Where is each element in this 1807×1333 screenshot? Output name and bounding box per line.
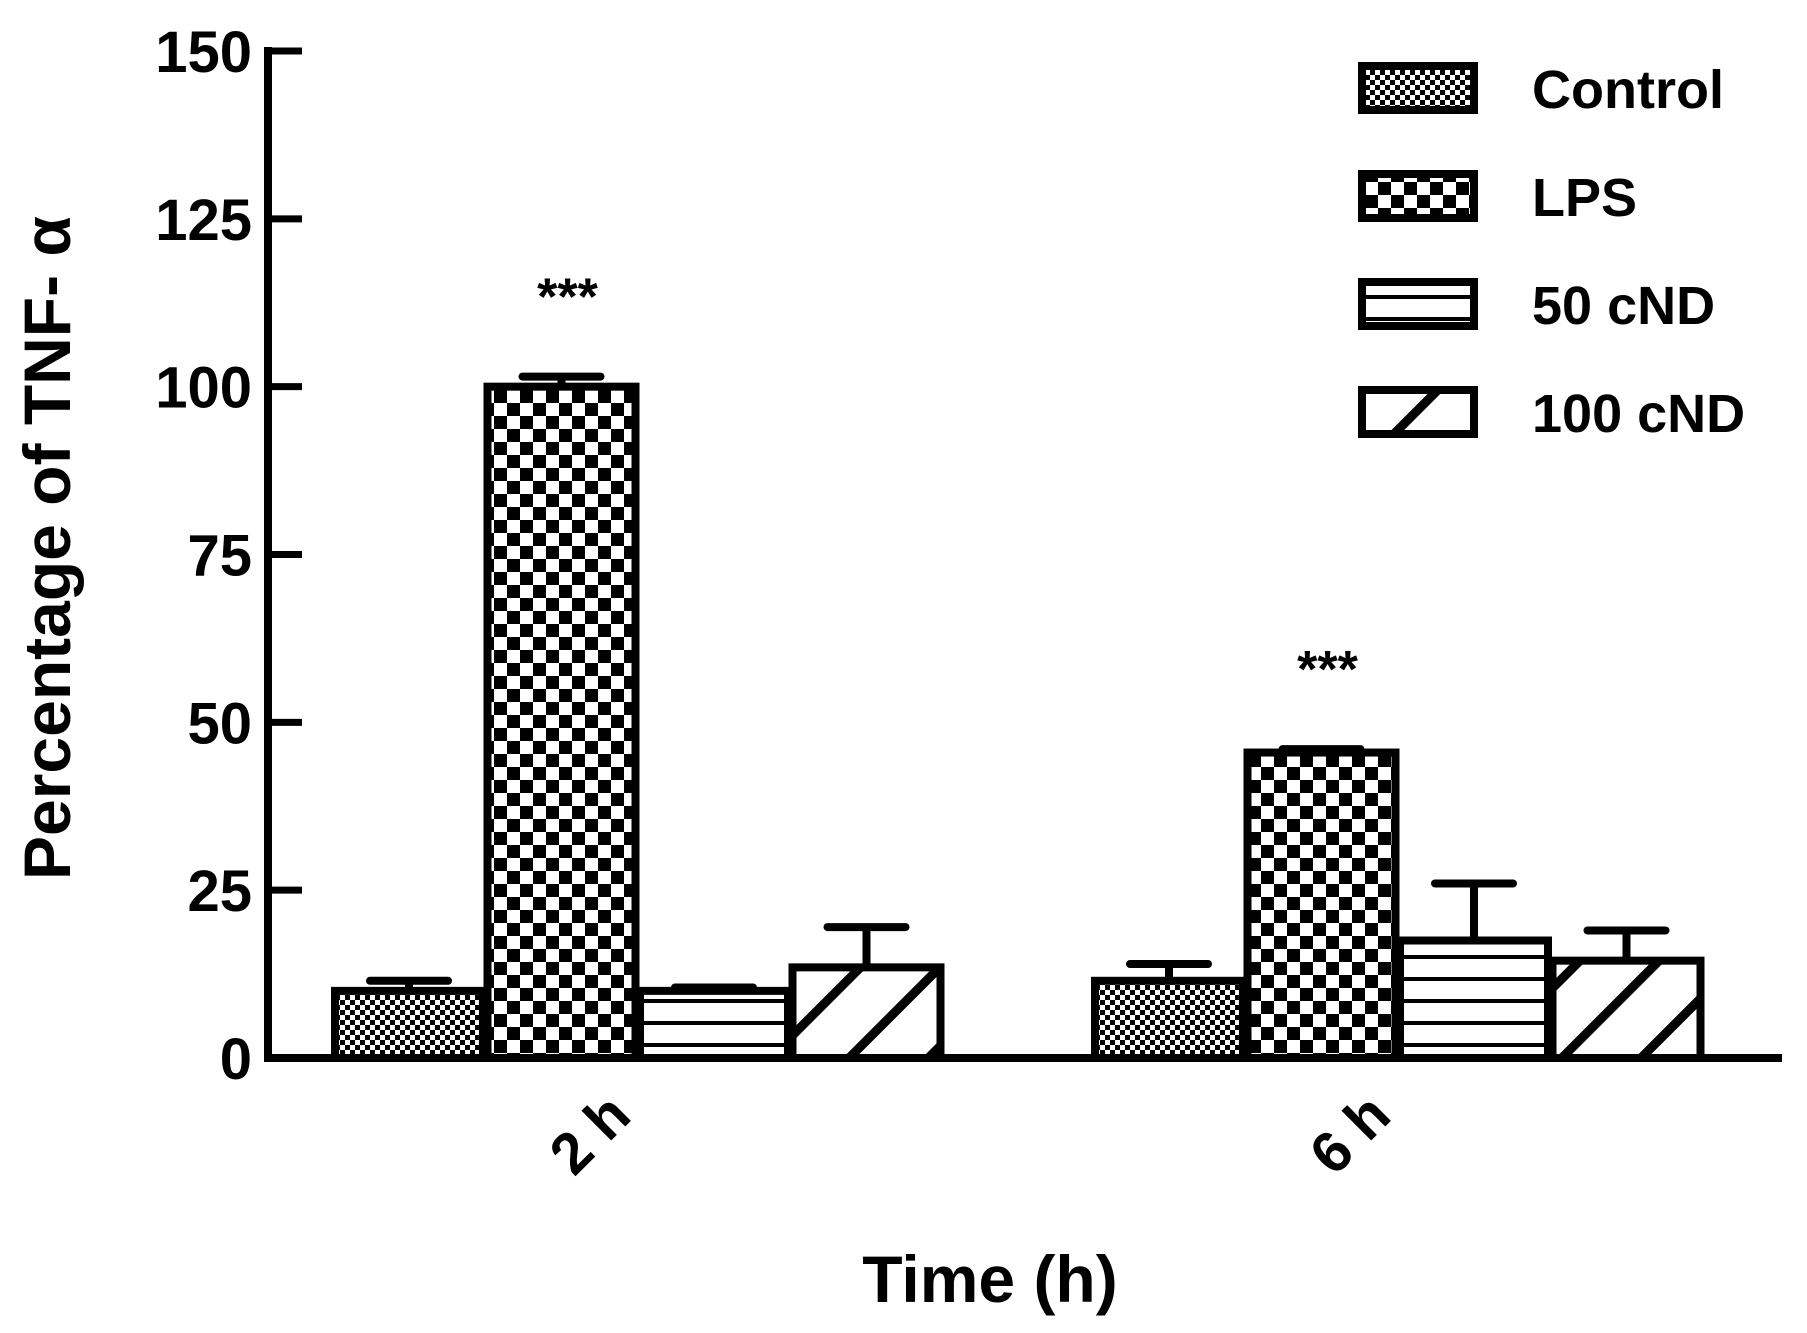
legend-item-50-cnd: 50 cND xyxy=(1358,276,1715,336)
bar-50-cnd-2-h xyxy=(636,986,792,1062)
significance-label-2-h: *** xyxy=(537,269,598,327)
x-tick-label: 2 h xyxy=(537,1082,642,1187)
y-tick-label: 150 xyxy=(155,20,252,85)
y-tick-label: 50 xyxy=(187,691,252,756)
y-tick-label: 125 xyxy=(155,188,252,253)
legend-label: Control xyxy=(1532,60,1724,120)
bar-lps-2-h xyxy=(483,382,640,1062)
legend-label: 100 cND xyxy=(1532,384,1745,444)
y-tick-label: 100 xyxy=(155,356,252,421)
x-axis-title: Time (h) xyxy=(862,1242,1117,1316)
legend-item-control: Control xyxy=(1358,60,1724,120)
legend-label: 50 cND xyxy=(1532,276,1715,336)
legend-swatch xyxy=(1358,278,1478,330)
legend: Control LPS 50 cND 100 cND xyxy=(1358,60,1745,444)
y-axis-title: Percentage of TNF- α xyxy=(10,216,84,880)
bar-control-6-h xyxy=(1091,976,1247,1063)
y-tick-label: 25 xyxy=(187,859,252,924)
significance-label-6-h: *** xyxy=(1297,641,1358,699)
legend-swatch xyxy=(1358,170,1478,222)
legend-item-100-cnd: 100 cND xyxy=(1358,384,1745,444)
legend-item-lps: LPS xyxy=(1358,168,1637,228)
bar-50-cnd-6-h xyxy=(1396,936,1552,1062)
x-tick-label: 6 h xyxy=(1297,1082,1402,1187)
legend-swatch xyxy=(1358,386,1478,438)
legend-label: LPS xyxy=(1532,168,1637,228)
bar-100-cnd-6-h xyxy=(1548,956,1705,1063)
legend-swatch xyxy=(1358,62,1478,114)
bars xyxy=(331,372,1705,1063)
bar-100-cnd-2-h xyxy=(788,963,945,1062)
y-tick-label: 0 xyxy=(220,1027,252,1092)
bar-lps-6-h xyxy=(1243,748,1400,1062)
bar-control-2-h xyxy=(331,986,487,1062)
y-tick-label: 75 xyxy=(187,524,252,589)
